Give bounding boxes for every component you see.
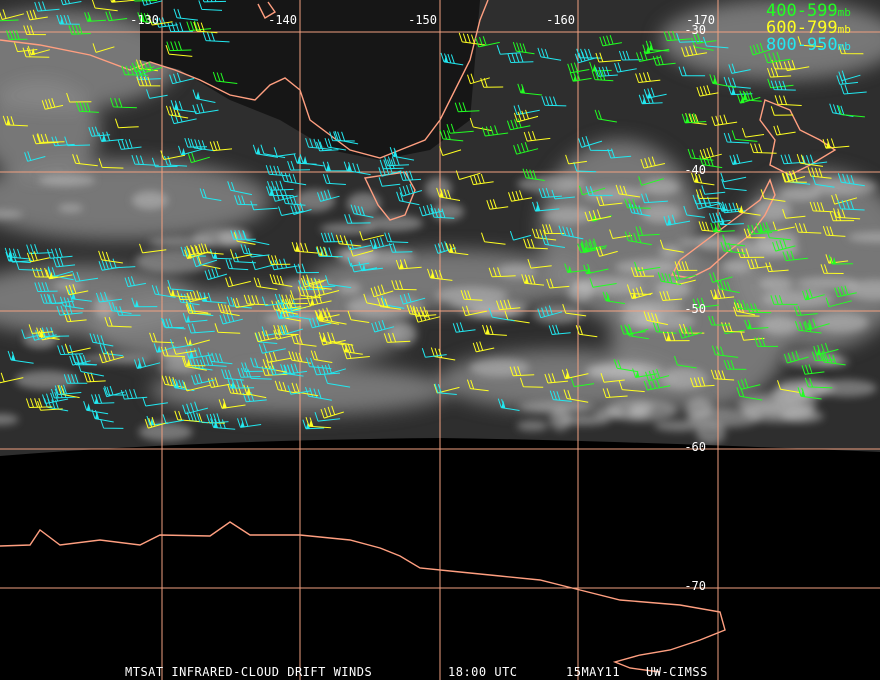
footer-text: 15MAY11 — [566, 665, 620, 679]
longitude-label: -140 — [268, 13, 297, 27]
legend-entry: 800-950mb — [766, 35, 851, 55]
longitude-label: -170 — [686, 13, 715, 27]
legend-unit: mb — [838, 6, 851, 19]
grid-labels: -130 -140 -150 -160 -170-30 -40 -50 -60 -70 — [130, 13, 715, 593]
latitude-label: -40 — [684, 163, 706, 177]
legend-entry: 600-799mb — [766, 18, 851, 38]
longitude-label: -160 — [546, 13, 575, 27]
legend-unit: mb — [838, 40, 851, 53]
longitude-label: -130 — [130, 13, 159, 27]
footer-text: 18:00 UTC — [448, 665, 518, 679]
legend-unit: mb — [838, 23, 851, 36]
footer-text: MTSAT INFRARED-CLOUD DRIFT WINDS — [125, 665, 372, 679]
wind-barbs — [0, 0, 867, 430]
footer: MTSAT INFRARED-CLOUD DRIFT WINDS 18:00 UT… — [125, 665, 708, 679]
legend-range: 400-599 — [766, 1, 838, 21]
latitude-label: -50 — [684, 302, 706, 316]
legend-range: 600-799 — [766, 18, 838, 38]
legend-range: 800-950 — [766, 35, 838, 55]
latitude-label: -60 — [684, 440, 706, 454]
longitude-label: -150 — [408, 13, 437, 27]
footer-text: UW-CIMSS — [646, 665, 708, 679]
latitude-label: -30 — [684, 23, 706, 37]
latitude-label: -70 — [684, 579, 706, 593]
legend-entry: 400-599mb — [766, 1, 851, 21]
